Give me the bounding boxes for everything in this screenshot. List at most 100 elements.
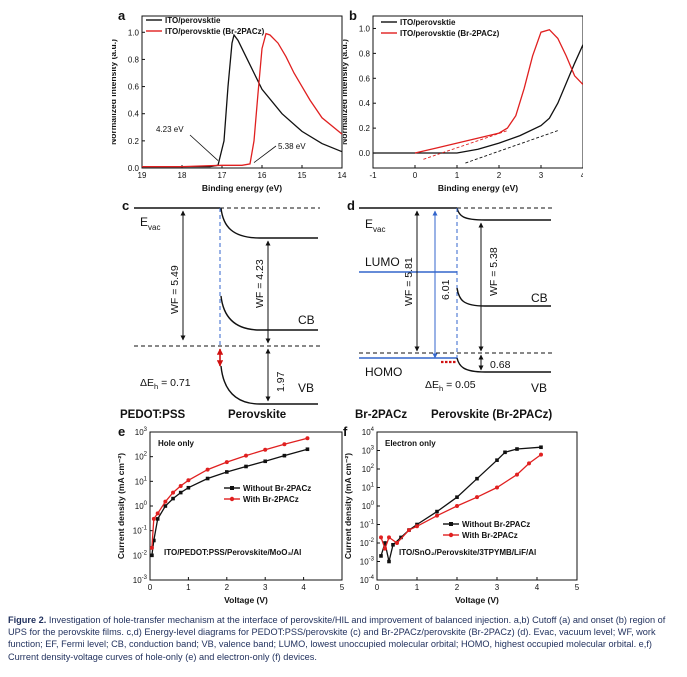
delta-eh-label: ΔEh = 0.71 bbox=[140, 377, 191, 391]
device-structure: ITO/SnO₂/Perovskite/3TPYMB/LiF/Al bbox=[399, 548, 536, 557]
data-point bbox=[151, 516, 156, 521]
cb-level bbox=[220, 295, 318, 331]
y-tick-label: 100 bbox=[362, 501, 375, 511]
data-point bbox=[155, 517, 160, 521]
y-tick-label: 10-3 bbox=[133, 575, 148, 585]
data-point bbox=[244, 453, 248, 458]
data-point bbox=[282, 442, 287, 447]
data-point bbox=[244, 464, 248, 469]
diagram-d: d Evac LUMO WF = 5.81 6.01 CB WF = 5.38 … bbox=[347, 198, 555, 421]
data-point bbox=[305, 447, 310, 452]
data-point bbox=[383, 541, 387, 545]
perovskite-vacuum-level bbox=[220, 207, 318, 239]
y-tick-label: 103 bbox=[135, 427, 148, 437]
y-tick-label: 0.0 bbox=[359, 149, 371, 158]
x-tick-label: 1 bbox=[415, 583, 420, 592]
y-tick-label: 104 bbox=[362, 427, 375, 437]
annotation-label-1: 4.23 eV bbox=[156, 125, 184, 134]
data-point bbox=[149, 545, 154, 550]
wf-pvk-label: WF = 5.38 bbox=[488, 247, 500, 296]
legend-marker bbox=[229, 496, 235, 502]
data-point bbox=[379, 554, 383, 558]
x-tick-label: 15 bbox=[298, 171, 307, 180]
vb-gap-label: 0.68 bbox=[490, 359, 511, 371]
data-point bbox=[391, 542, 395, 547]
x-axis-label: Voltage (V) bbox=[455, 595, 499, 605]
data-point bbox=[383, 546, 387, 551]
caption-text: Investigation of hole-transfer mechanism… bbox=[8, 615, 666, 662]
chart-a: a 19 18 17 16 15 14 0.0 0.2 0.4 0.6 0.8 1.0 Binding … bbox=[112, 8, 347, 193]
x-tick-label: 5 bbox=[575, 583, 580, 592]
data-point bbox=[171, 490, 176, 495]
x-axis-label: Voltage (V) bbox=[224, 595, 268, 605]
chart-f: f 0 1 2 3 4 5 10-4 10-3 10-2 10-1 100 101 102 103 104 V… bbox=[343, 424, 580, 605]
data-point bbox=[178, 483, 183, 488]
data-point bbox=[515, 447, 519, 451]
delta-eh-label: ΔEh = 0.05 bbox=[425, 379, 476, 393]
y-tick-label: 10-2 bbox=[133, 550, 148, 560]
data-point bbox=[495, 485, 499, 490]
vb-level bbox=[220, 365, 318, 405]
data-point bbox=[282, 453, 287, 458]
plot-area: 19 18 17 16 15 14 0.0 0.2 0.4 0.6 0.8 1.0 Binding en… bbox=[112, 15, 347, 193]
y-tick-label: 0.2 bbox=[128, 137, 140, 146]
legend-marker bbox=[448, 532, 454, 538]
series-line-1 bbox=[142, 33, 343, 168]
data-point bbox=[155, 511, 160, 516]
legend-label: ITO/perovsktie (Br-2PACz) bbox=[165, 27, 265, 36]
y-tick-label: 0.4 bbox=[359, 99, 371, 108]
data-point bbox=[435, 513, 439, 518]
device-structure: ITO/PEDOT:PSS/Perovskite/MoO₃/Al bbox=[164, 548, 301, 557]
data-point bbox=[150, 553, 154, 558]
cb-label: CB bbox=[531, 291, 548, 305]
annotation-arrow-2 bbox=[253, 145, 277, 163]
data-point bbox=[455, 495, 459, 499]
data-point bbox=[407, 528, 411, 533]
y-tick-label: 0.2 bbox=[359, 124, 371, 133]
panel-label-f: f bbox=[343, 424, 348, 439]
data-point bbox=[495, 458, 499, 462]
data-point bbox=[163, 504, 168, 508]
wf-pvk-label: WF = 4.23 bbox=[254, 259, 266, 308]
y-tick-label: 0.6 bbox=[359, 74, 371, 83]
plot-frame bbox=[141, 15, 343, 169]
chart-b: b -1 0 1 2 3 4 0.0 0.2 0.4 0.6 0.8 1.0 Binding energ… bbox=[343, 8, 583, 193]
pedot-material-label: PEDOT:PSS bbox=[120, 409, 186, 421]
y-tick-label: 10-4 bbox=[360, 575, 375, 585]
chart-e: e 0 1 2 3 4 5 10-3 10-2 10-1 100 101 102 103 Voltage … bbox=[116, 424, 345, 605]
y-tick-label: 101 bbox=[362, 483, 375, 493]
y-tick-label: 100 bbox=[135, 501, 148, 511]
cb-label: CB bbox=[298, 313, 315, 327]
evac-label: Evac bbox=[365, 217, 385, 234]
x-tick-label: 3 bbox=[263, 583, 268, 592]
plot-frame bbox=[376, 431, 578, 581]
y-tick-label: 1.0 bbox=[359, 24, 371, 33]
x-tick-label: 2 bbox=[455, 583, 460, 592]
diagram-c: c Evac WF = 5.49 CB WF = 4.23 1.97 VB ΔE… bbox=[120, 198, 320, 421]
data-point bbox=[475, 495, 479, 500]
x-tick-label: 4 bbox=[301, 583, 306, 592]
vb-label: VB bbox=[531, 381, 547, 395]
legend-label: Without Br-2PACz bbox=[243, 484, 311, 493]
x-tick-label: 5 bbox=[340, 583, 345, 592]
data-point bbox=[527, 461, 531, 466]
legend-marker bbox=[230, 486, 234, 490]
x-tick-label: -1 bbox=[369, 171, 377, 180]
perovskite-material-label: Perovskite (Br-2PACz) bbox=[431, 409, 552, 421]
br2pacz-material-label: Br-2PACz bbox=[355, 409, 407, 421]
wf-pedot-label: WF = 5.49 bbox=[169, 265, 181, 314]
wf-br2pacz-label: WF = 5.81 bbox=[403, 257, 415, 306]
data-point bbox=[455, 504, 459, 508]
evac-label: Evac bbox=[140, 215, 160, 232]
onset-fit-line-black bbox=[465, 130, 558, 164]
x-tick-label: 14 bbox=[338, 171, 347, 180]
y-tick-label: 10-3 bbox=[360, 557, 375, 567]
y-axis-label: Normalized intensity (a.u.) bbox=[343, 39, 349, 145]
y-tick-label: 10-1 bbox=[133, 526, 148, 536]
x-tick-label: 0 bbox=[148, 583, 153, 592]
data-point bbox=[152, 538, 156, 543]
x-tick-label: 4 bbox=[535, 583, 540, 592]
homo-label: HOMO bbox=[365, 365, 402, 379]
panel-label-b: b bbox=[349, 8, 357, 23]
annotation-arrow-1 bbox=[189, 134, 219, 161]
